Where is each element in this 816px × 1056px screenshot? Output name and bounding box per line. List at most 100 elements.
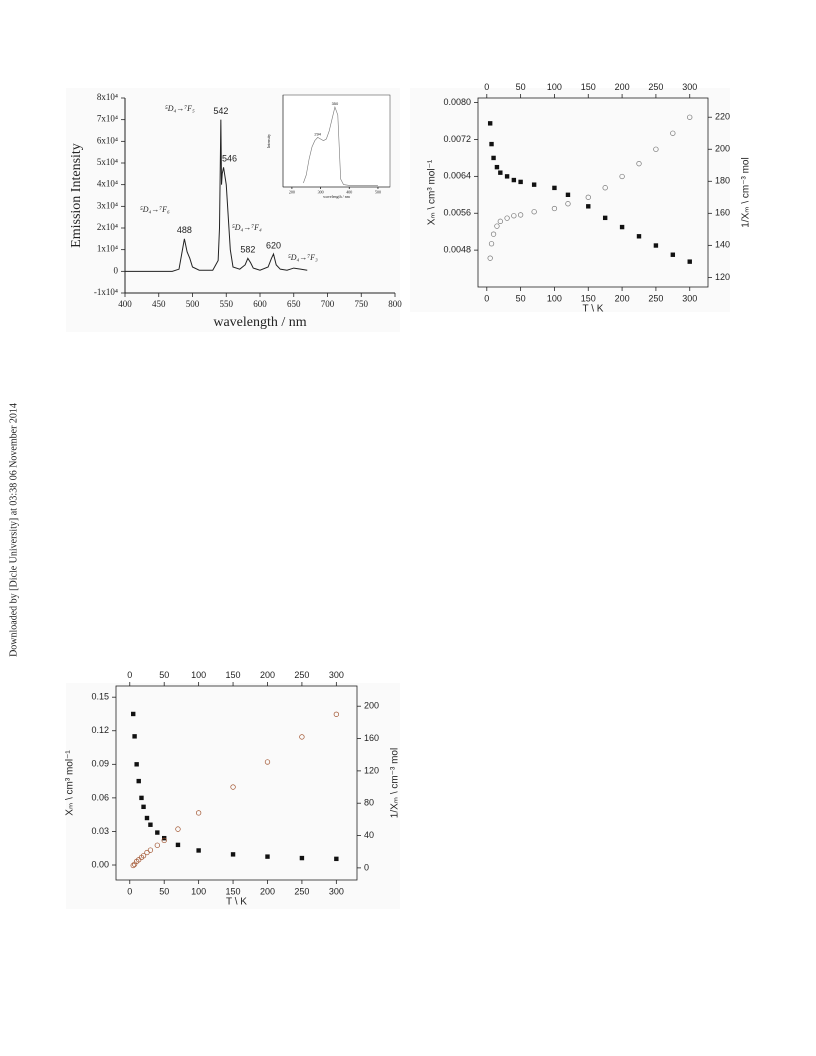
y-tick-label: 0.12: [91, 725, 109, 735]
y2-tick-label: 160: [715, 208, 730, 218]
data-point: [602, 215, 608, 221]
x2-tick-label: 250: [648, 82, 663, 92]
data-point: [687, 259, 692, 264]
x-tick-label: 250: [648, 293, 663, 303]
transition-label: ⁵D₄→⁷F₄: [232, 223, 262, 232]
peak-label: 620: [266, 240, 281, 250]
transition-label: ⁵D₄→⁷F₃: [288, 253, 318, 262]
x-tick-label: 700: [321, 299, 335, 309]
y-axis-label: Xₘ \ cm³ mol⁻¹: [427, 159, 438, 225]
x-tick-label: 300: [682, 293, 697, 303]
data-point: [497, 218, 503, 224]
figure-bg: [410, 88, 730, 312]
y2-tick-label: 200: [364, 701, 379, 711]
chart: 200 300 400 500 wavelength / nm Intensity 294 3…: [266, 94, 391, 199]
data-point: [130, 862, 136, 869]
data-point: [504, 215, 510, 221]
y-tick-label: 0.0056: [443, 208, 471, 218]
x2-tick-label: 200: [615, 82, 630, 92]
x-tick-label: 500: [186, 299, 200, 309]
x-tick-label: 200: [615, 293, 630, 303]
data-point: [602, 185, 608, 191]
y-tick-label: 3x10⁴: [97, 200, 118, 210]
x2-tick-label: 0: [484, 82, 489, 92]
data-point: [504, 174, 510, 179]
data-point: [131, 711, 136, 717]
x-tick-label: 400: [346, 190, 352, 195]
y2-tick-label: 120: [364, 765, 379, 775]
x-axis-label: wavelength / nm: [213, 315, 306, 330]
x-tick-label: 0: [484, 293, 489, 303]
y-tick-label: 7x10⁴: [97, 114, 118, 124]
data-point: [552, 185, 557, 191]
data-point: [195, 810, 202, 816]
y2-tick-label: 120: [715, 272, 730, 282]
x-tick-label: 600: [253, 299, 267, 309]
data-point: [585, 194, 591, 200]
y2-axis-label: 1/Xₘ \ cm⁻³ mol: [390, 748, 401, 818]
peak-label: 542: [213, 106, 228, 116]
transition-label: ⁵D₄→⁷F₆: [140, 205, 170, 214]
y2-axis-label: 1/Xₘ \ cm⁻³ mol: [741, 157, 752, 227]
y-axis-label: Xₘ \ cm³ mol⁻¹: [65, 750, 76, 816]
y-tick-label: 0.0048: [443, 244, 471, 254]
chart: 0 50 100 150 200 250 300 0 50 100 150 200 250 300 0.00…: [427, 82, 752, 315]
y-tick-label: 0.00: [91, 859, 109, 869]
y-tick-label: -1x10⁴: [94, 287, 118, 297]
x-axis-label: T \ K: [226, 897, 247, 908]
data-point: [147, 847, 154, 853]
data-point: [230, 852, 236, 857]
plot-frame: [115, 685, 358, 881]
data-point: [518, 179, 523, 185]
data-point: [175, 842, 181, 848]
y-tick-label: 0.0072: [443, 134, 471, 144]
data-point: [565, 192, 571, 198]
y-tick-label: 0.0064: [443, 171, 471, 181]
plot-frame: [477, 97, 709, 288]
x2-tick-label: 300: [329, 670, 344, 680]
data-point: [531, 209, 537, 215]
data-point: [490, 231, 497, 237]
data-point: [636, 234, 642, 239]
data-point: [511, 177, 517, 183]
x-tick-label: 750: [355, 299, 369, 309]
x-tick-label: 450: [152, 299, 166, 309]
x-tick-label: 150: [226, 886, 241, 896]
x-tick-label: 200: [260, 886, 275, 896]
chart: 0 50 100 150 200 250 300 0 50 100 150 200 250 300 0.00…: [65, 670, 401, 908]
y-tick-label: 8x10⁴: [97, 92, 118, 102]
data-point: [265, 854, 270, 859]
y-axis-label: Intensity: [266, 134, 271, 148]
data-point: [517, 212, 524, 218]
data-point: [144, 815, 150, 821]
x-tick-label: 400: [118, 299, 132, 309]
data-point: [619, 173, 625, 180]
data-point: [139, 795, 144, 801]
data-point: [619, 224, 625, 230]
data-point: [487, 121, 493, 126]
data-point: [175, 826, 181, 832]
peak-label: 488: [177, 225, 192, 235]
data-point: [653, 146, 659, 152]
data-point: [494, 164, 500, 170]
y-tick-label: 5x10⁴: [97, 157, 118, 167]
data-point: [264, 759, 271, 765]
peak-label: 350: [332, 101, 339, 106]
x-tick-label: 150: [581, 293, 596, 303]
y-tick-label: 0.15: [91, 692, 109, 702]
data-point: [551, 205, 558, 212]
data-point: [148, 822, 153, 827]
x-tick-label: 250: [294, 886, 309, 896]
y-tick-label: 0.09: [91, 759, 109, 769]
data-point: [511, 213, 517, 219]
x-tick-label: 800: [388, 299, 402, 309]
y-axis-label: Emission Intensity: [69, 143, 84, 248]
x-tick-label: 300: [318, 190, 324, 195]
y2-tick-label: 180: [715, 176, 730, 186]
y2-tick-label: 0: [364, 862, 369, 872]
peak-label: 582: [240, 245, 255, 255]
data-point: [531, 182, 537, 187]
x2-tick-label: 0: [127, 670, 132, 680]
data-point: [687, 114, 693, 120]
